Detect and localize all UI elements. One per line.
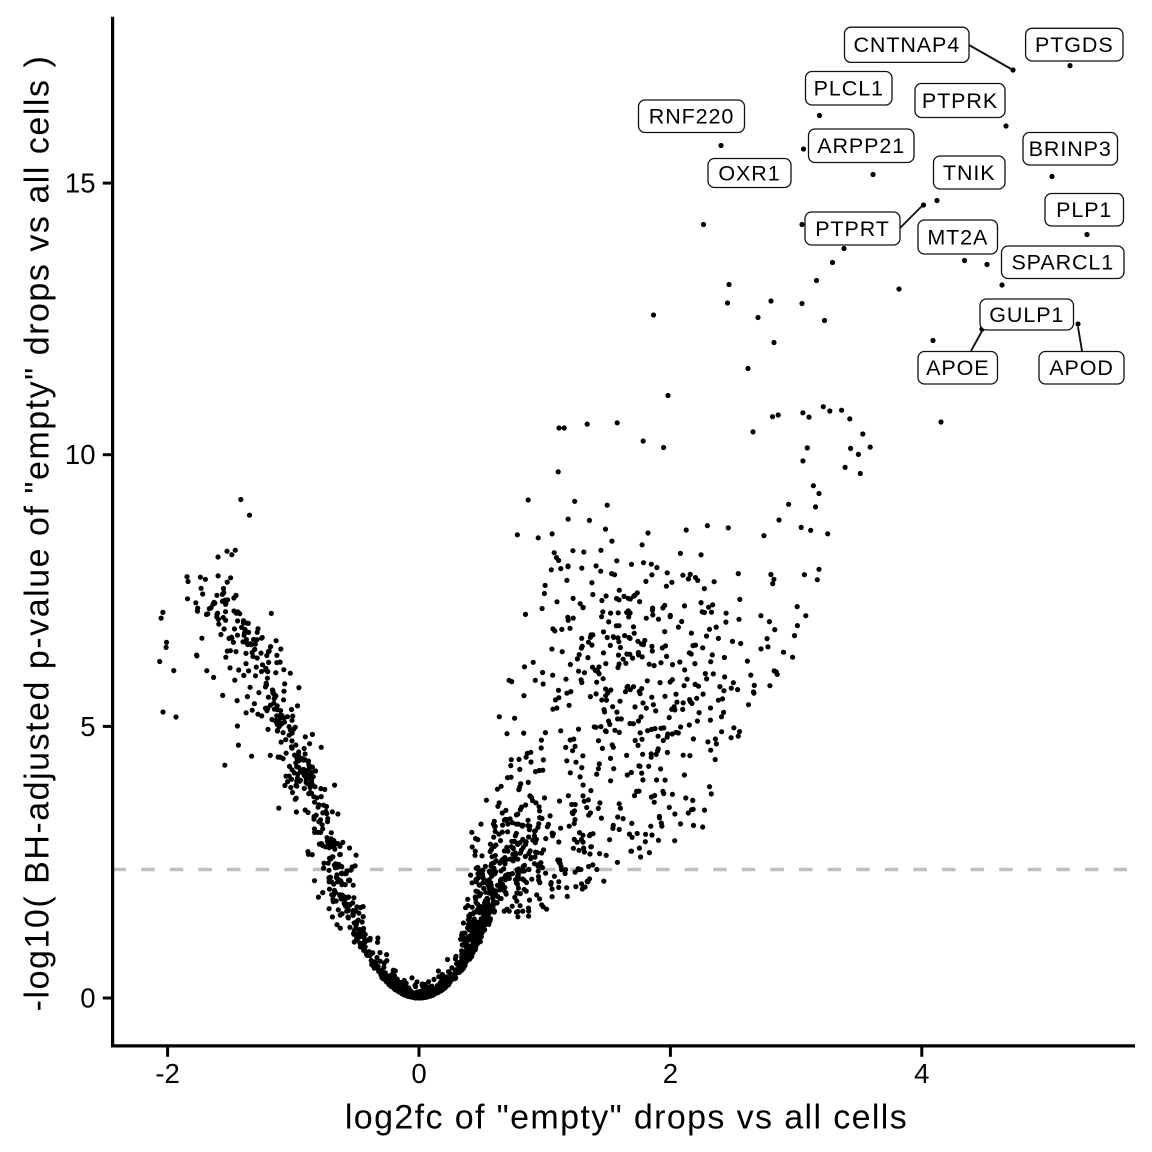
svg-text:0: 0: [411, 1058, 426, 1089]
svg-text:ARPP21: ARPP21: [817, 134, 905, 158]
svg-text:PLCL1: PLCL1: [814, 77, 884, 101]
svg-text:RNF220: RNF220: [649, 105, 734, 129]
svg-text:10: 10: [65, 439, 96, 470]
svg-text:log2fc of "empty" drops vs all: log2fc of "empty" drops vs all cells: [345, 1099, 908, 1137]
svg-text:0: 0: [80, 983, 95, 1014]
svg-text:-log10( BH-adjusted p-value of: -log10( BH-adjusted p-value of "empty" d…: [19, 55, 57, 1012]
svg-text:15: 15: [65, 168, 96, 199]
svg-text:TNIK: TNIK: [943, 161, 996, 185]
svg-text:CNTNAP4: CNTNAP4: [853, 33, 960, 57]
svg-text:SPARCL1: SPARCL1: [1011, 251, 1114, 275]
svg-text:GULP1: GULP1: [989, 303, 1064, 327]
svg-text:MT2A: MT2A: [927, 225, 988, 249]
svg-text:-2: -2: [155, 1058, 179, 1089]
svg-text:2: 2: [663, 1058, 678, 1089]
svg-text:APOE: APOE: [926, 356, 989, 380]
svg-text:PTPRK: PTPRK: [922, 89, 998, 113]
svg-text:5: 5: [80, 711, 95, 742]
svg-text:PTGDS: PTGDS: [1035, 33, 1114, 57]
svg-text:PLP1: PLP1: [1056, 198, 1112, 222]
svg-text:4: 4: [914, 1058, 929, 1089]
svg-text:APOD: APOD: [1049, 356, 1114, 380]
svg-text:PTPRT: PTPRT: [815, 217, 890, 241]
svg-text:OXR1: OXR1: [718, 161, 780, 185]
svg-text:BRINP3: BRINP3: [1029, 137, 1112, 161]
